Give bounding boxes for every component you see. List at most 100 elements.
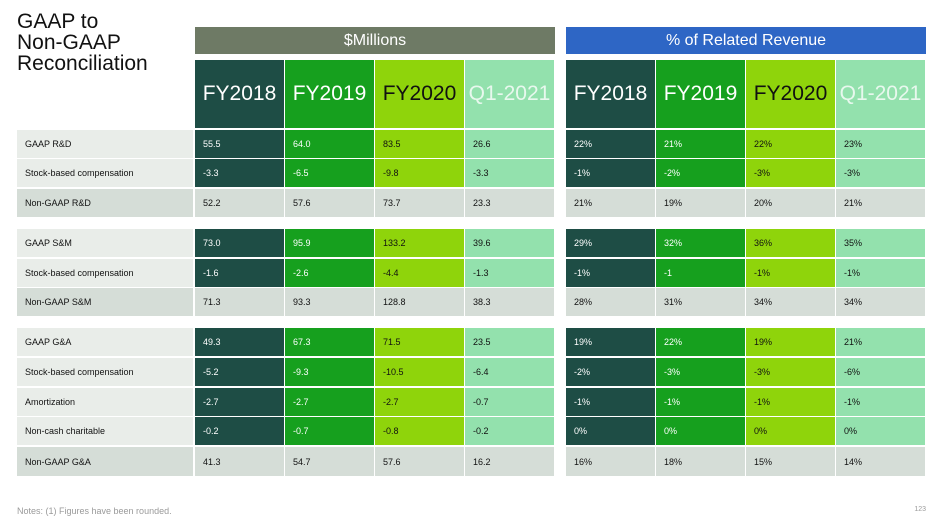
- percent-cell: 0%: [836, 417, 925, 445]
- percent-cell: -1%: [836, 259, 925, 287]
- row-label: GAAP S&M: [17, 229, 193, 257]
- millions-cell: -2.7: [195, 388, 284, 416]
- millions-cell: -0.2: [465, 417, 554, 445]
- millions-cell: 128.8: [375, 288, 464, 316]
- millions-cell: -9.8: [375, 159, 464, 187]
- millions-cell: 57.6: [285, 189, 374, 217]
- millions-cell: 73.7: [375, 189, 464, 217]
- percent-cell: 0%: [566, 417, 655, 445]
- percent-cell: -3%: [836, 159, 925, 187]
- percent-cell: -1%: [656, 388, 745, 416]
- percent-cell: -2%: [656, 159, 745, 187]
- percent-cell: 23%: [836, 130, 925, 158]
- millions-cell: 93.3: [285, 288, 374, 316]
- millions-col-header-fy2019: FY2019: [285, 60, 374, 128]
- millions-group-header: $Millions: [195, 27, 555, 54]
- millions-cell: -0.2: [195, 417, 284, 445]
- percent-cell: 28%: [566, 288, 655, 316]
- millions-cell: 71.3: [195, 288, 284, 316]
- row-label: Stock-based compensation: [17, 358, 193, 386]
- millions-cell: -1.3: [465, 259, 554, 287]
- millions-cell: 83.5: [375, 130, 464, 158]
- millions-cell: 16.2: [465, 447, 554, 476]
- millions-col-header-fy2020: FY2020: [375, 60, 464, 128]
- title-line-1: GAAP to: [17, 10, 99, 33]
- millions-cell: 52.2: [195, 189, 284, 217]
- millions-cell: 55.5: [195, 130, 284, 158]
- millions-cell: 49.3: [195, 328, 284, 356]
- page-title: GAAP to Non-GAAP Reconciliation: [17, 11, 192, 74]
- title-line-3: Reconciliation: [17, 52, 148, 75]
- percent-cell: 32%: [656, 229, 745, 257]
- row-label: Non-GAAP S&M: [17, 288, 193, 316]
- percent-cell: 15%: [746, 447, 835, 476]
- millions-cell: 67.3: [285, 328, 374, 356]
- row-label: GAAP G&A: [17, 328, 193, 356]
- millions-cell: 95.9: [285, 229, 374, 257]
- millions-cell: -2.6: [285, 259, 374, 287]
- millions-cell: 64.0: [285, 130, 374, 158]
- millions-cell: -9.3: [285, 358, 374, 386]
- millions-cell: 41.3: [195, 447, 284, 476]
- title-line-2: Non-GAAP: [17, 31, 121, 54]
- millions-cell: -5.2: [195, 358, 284, 386]
- percent-col-header-fy2020: FY2020: [746, 60, 835, 128]
- millions-col-header-fy2018: FY2018: [195, 60, 284, 128]
- percent-cell: -1%: [836, 388, 925, 416]
- percent-cell: 21%: [656, 130, 745, 158]
- percent-cell: -6%: [836, 358, 925, 386]
- percent-cell: -1%: [566, 259, 655, 287]
- percent-col-header-fy2019: FY2019: [656, 60, 745, 128]
- row-label: Non-GAAP R&D: [17, 189, 193, 217]
- percent-cell: 16%: [566, 447, 655, 476]
- percent-group-header: % of Related Revenue: [566, 27, 926, 54]
- millions-cell: -0.7: [285, 417, 374, 445]
- percent-cell: -3%: [746, 358, 835, 386]
- millions-cell: -4.4: [375, 259, 464, 287]
- percent-cell: 21%: [566, 189, 655, 217]
- millions-cell: -3.3: [465, 159, 554, 187]
- millions-cell: -3.3: [195, 159, 284, 187]
- percent-cell: 0%: [746, 417, 835, 445]
- percent-cell: 34%: [836, 288, 925, 316]
- millions-cell: 73.0: [195, 229, 284, 257]
- millions-col-header-q1-2021: Q1-2021: [465, 60, 554, 128]
- percent-cell: -1%: [746, 388, 835, 416]
- millions-cell: 54.7: [285, 447, 374, 476]
- percent-cell: 22%: [746, 130, 835, 158]
- percent-cell: -3%: [746, 159, 835, 187]
- millions-cell: -6.5: [285, 159, 374, 187]
- percent-cell: 34%: [746, 288, 835, 316]
- percent-cell: 20%: [746, 189, 835, 217]
- millions-cell: 71.5: [375, 328, 464, 356]
- percent-cell: 21%: [836, 328, 925, 356]
- millions-cell: -1.6: [195, 259, 284, 287]
- percent-cell: 18%: [656, 447, 745, 476]
- millions-cell: -6.4: [465, 358, 554, 386]
- millions-cell: -2.7: [285, 388, 374, 416]
- percent-cell: 31%: [656, 288, 745, 316]
- percent-cell: 29%: [566, 229, 655, 257]
- millions-cell: 133.2: [375, 229, 464, 257]
- row-label: Stock-based compensation: [17, 259, 193, 287]
- percent-cell: -1%: [746, 259, 835, 287]
- millions-cell: 23.3: [465, 189, 554, 217]
- footnote: Notes: (1) Figures have been rounded.: [17, 506, 172, 516]
- millions-cell: 39.6: [465, 229, 554, 257]
- percent-cell: -1: [656, 259, 745, 287]
- row-label: Amortization: [17, 388, 193, 416]
- percent-cell: 35%: [836, 229, 925, 257]
- percent-cell: 14%: [836, 447, 925, 476]
- millions-cell: -0.7: [465, 388, 554, 416]
- page-number: 123: [914, 506, 926, 513]
- millions-cell: 26.6: [465, 130, 554, 158]
- row-label: Non-GAAP G&A: [17, 447, 193, 476]
- percent-cell: 0%: [656, 417, 745, 445]
- millions-cell: 38.3: [465, 288, 554, 316]
- percent-col-header-q1-2021: Q1-2021: [836, 60, 925, 128]
- percent-cell: 22%: [656, 328, 745, 356]
- percent-cell: -2%: [566, 358, 655, 386]
- millions-cell: -0.8: [375, 417, 464, 445]
- percent-cell: -1%: [566, 159, 655, 187]
- row-label: Stock-based compensation: [17, 159, 193, 187]
